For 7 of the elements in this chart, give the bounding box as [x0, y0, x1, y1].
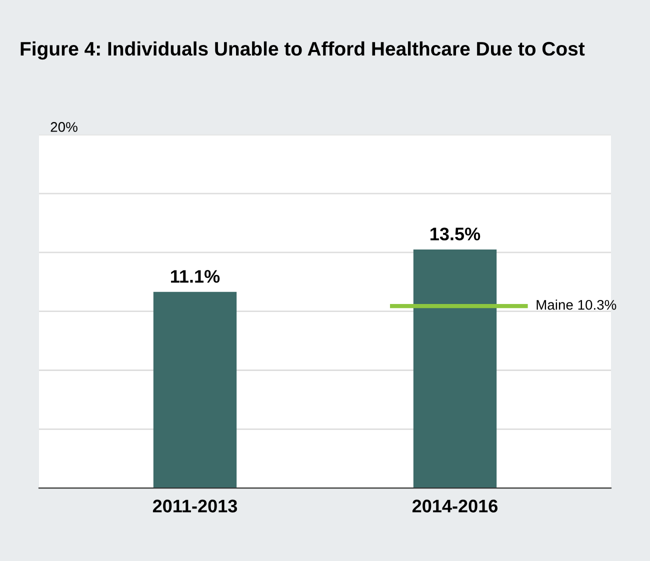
data-label: 11.1%	[171, 270, 220, 283]
x-tick-label: 2014-2016	[412, 500, 498, 512]
data-label: 13.5%	[430, 228, 480, 240]
x-tick-label: 2011-2013	[152, 500, 238, 512]
ref-line-label: Maine 10.3%	[536, 300, 616, 310]
chart-title: Figure 4: Individuals Unable to Afford Healthcare Due to Cost	[20, 41, 585, 60]
y-tick-label: 20%	[50, 122, 78, 132]
